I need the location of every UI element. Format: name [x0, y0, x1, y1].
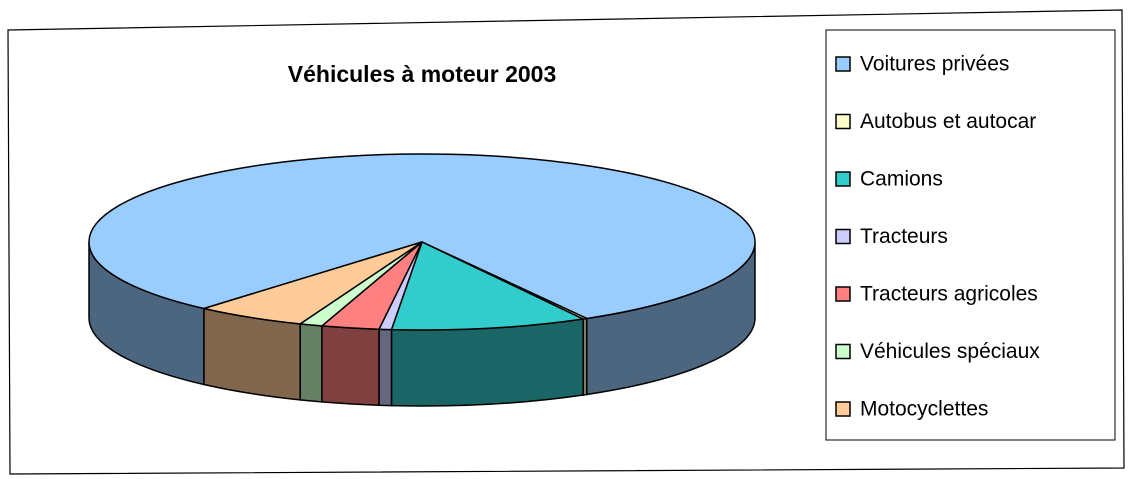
legend-label: Motocyclettes [860, 398, 988, 421]
legend-label: Tracteurs agricoles [860, 283, 1038, 306]
pie-slice [203, 241, 423, 325]
pie-side [299, 323, 323, 403]
legend-box [825, 29, 1116, 441]
pie-side [378, 328, 393, 407]
pie-side [390, 318, 584, 407]
legend-swatch [835, 286, 851, 302]
legend-swatch [835, 113, 851, 130]
legend-swatch [835, 171, 851, 187]
legend-label: Tracteurs [860, 225, 948, 248]
pie-slice [88, 153, 756, 320]
legend-swatch [835, 56, 851, 72]
legend-swatch [835, 401, 851, 417]
pie-slice [390, 241, 584, 331]
legend-label: Camions [860, 168, 943, 191]
legend-swatch [835, 228, 851, 245]
pie-side [321, 325, 380, 407]
legend-swatch [835, 343, 851, 360]
legend-label: Véhicules spéciaux [860, 340, 1040, 363]
legend-label: Voitures privées [860, 53, 1009, 76]
legend-label: Autobus et autocar [860, 110, 1036, 133]
chart-title: Véhicules à moteur 2003 [288, 61, 556, 87]
